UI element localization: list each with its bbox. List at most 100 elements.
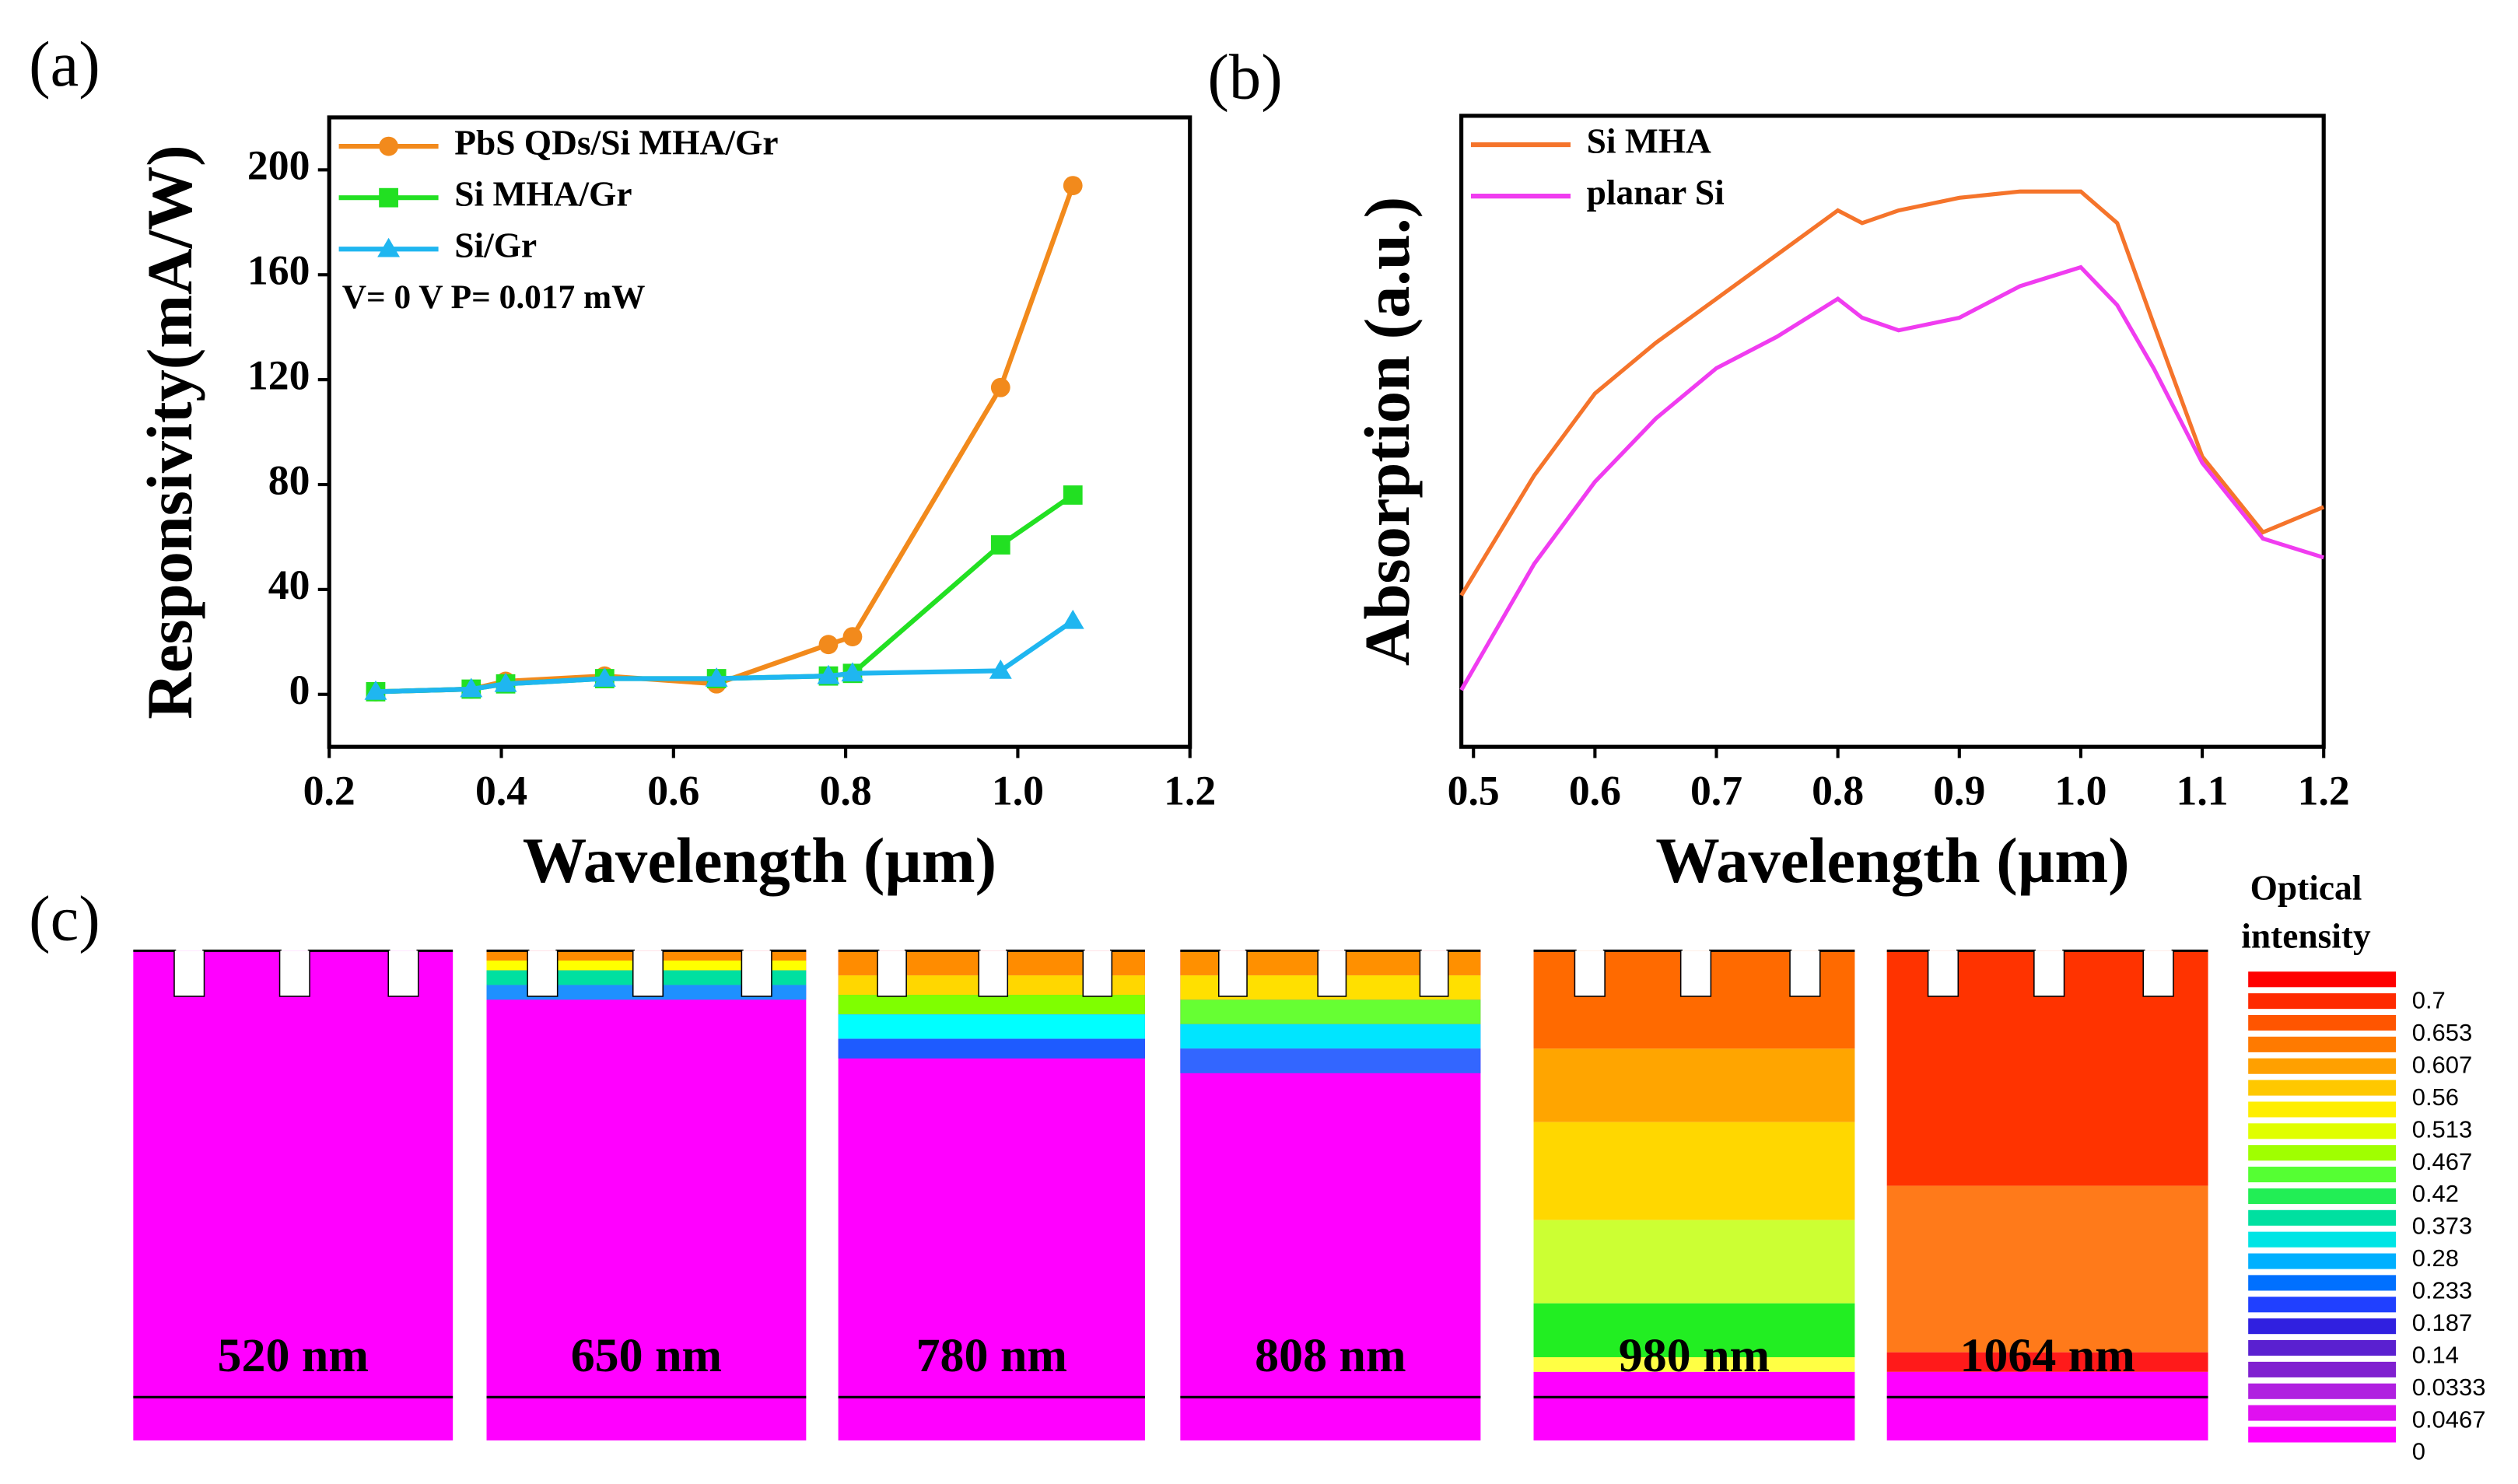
hole: [1928, 950, 1958, 996]
colorbar-label: 0.233: [2412, 1277, 2472, 1304]
y-tick-label: 200: [247, 142, 310, 189]
legend-marker: [379, 136, 398, 156]
hole: [280, 950, 310, 996]
y-tick-label: 160: [247, 247, 310, 294]
colorbar-label: 0.0333: [2412, 1374, 2486, 1401]
colorbar-swatch: [2248, 1014, 2397, 1031]
field-band: [1533, 1371, 1855, 1441]
legend-marker: [379, 136, 398, 156]
hole: [527, 950, 557, 996]
colorbar-swatch: [2248, 1383, 2397, 1399]
image-label: 808 nm: [1255, 1329, 1406, 1382]
image-label: 780 nm: [916, 1329, 1067, 1382]
hole: [1575, 950, 1605, 996]
marker: [818, 635, 839, 655]
panel-label: (a): [29, 28, 100, 100]
x-tick-label: 1.2: [1164, 767, 1216, 814]
colorbar-swatch: [2248, 1058, 2397, 1074]
y-axis-label: Responsivity(mA/W): [134, 145, 205, 719]
field-band: [838, 995, 1145, 1015]
image-label: 650 nm: [571, 1329, 722, 1382]
marker: [989, 659, 1012, 679]
x-tick-label: 0.8: [820, 767, 872, 814]
legend-label: Si MHA: [1587, 121, 1711, 160]
legend-marker: [379, 187, 398, 208]
marker: [817, 664, 840, 684]
colorbar-swatch: [2248, 971, 2397, 988]
image-label: 1064 nm: [1959, 1329, 2135, 1382]
x-tick-label: 0.6: [647, 767, 699, 814]
y-tick-label: 80: [268, 457, 310, 503]
field-band: [1886, 1371, 2208, 1441]
field-band: [1180, 999, 1481, 1024]
hole: [1084, 950, 1112, 996]
field-band: [838, 1014, 1145, 1039]
hole: [979, 950, 1007, 996]
hole: [633, 950, 663, 996]
marker: [990, 377, 1010, 397]
colorbar-swatch: [2248, 1101, 2397, 1118]
marker: [842, 627, 863, 646]
hole: [2143, 950, 2173, 996]
hole: [1790, 950, 1819, 996]
hole: [742, 950, 772, 996]
field-band: [1180, 1048, 1481, 1073]
x-tick-label: 1.0: [992, 767, 1044, 814]
plot-frame: [1459, 114, 2326, 749]
legend-marker: [379, 187, 398, 208]
field-band: [1533, 1303, 1855, 1357]
x-axis-label: Wavelength (µm): [1655, 824, 2129, 896]
colorbar-swatch: [2248, 1426, 2397, 1443]
colorbar-swatch: [2248, 1036, 2397, 1052]
series-line: [1459, 189, 2325, 597]
colorbar-label: 0.187: [2412, 1309, 2472, 1336]
hole: [877, 950, 906, 996]
hole: [1681, 950, 1711, 996]
x-tick-label: 1.2: [2298, 767, 2350, 814]
colorbar-swatch: [2248, 1231, 2397, 1248]
marker: [1063, 176, 1083, 195]
hole: [2034, 950, 2064, 996]
colorbar-swatch: [2248, 1339, 2397, 1356]
field-band: [133, 950, 454, 1441]
marker: [1061, 609, 1084, 629]
colorbar-swatch: [2248, 1318, 2397, 1335]
colorbar-label: 0.513: [2412, 1115, 2472, 1143]
marker: [705, 667, 728, 687]
marker: [593, 667, 616, 687]
plot-frame: [327, 115, 1192, 749]
colorbar-title: intensity: [2241, 916, 2371, 955]
field-band: [1533, 1220, 1855, 1304]
x-tick-label: 0.2: [303, 767, 355, 814]
colorbar-swatch: [2248, 1253, 2397, 1269]
colorbar-swatch: [2248, 993, 2397, 1010]
colorbar-label: 0.653: [2412, 1019, 2472, 1046]
colorbar-label: 0.467: [2412, 1148, 2472, 1175]
legend-label: Si/Gr: [454, 226, 537, 265]
colorbar-label: 0: [2412, 1438, 2425, 1465]
panel-label: (b): [1207, 41, 1282, 113]
colorbar-swatch: [2248, 1275, 2397, 1291]
x-axis-label: Wavelength (µm): [523, 824, 996, 896]
y-tick-label: 120: [247, 352, 310, 398]
colorbar-swatch: [2248, 1123, 2397, 1139]
colorbar-swatch: [2248, 1145, 2397, 1161]
colorbar-label: 0.14: [2412, 1341, 2459, 1368]
hole: [1420, 950, 1448, 996]
colorbar-swatch: [2248, 1361, 2397, 1377]
marker: [494, 672, 517, 692]
colorbar-title: Optical: [2250, 868, 2362, 907]
colorbar-swatch: [2248, 1297, 2397, 1313]
field-band: [1533, 1122, 1855, 1220]
y-tick-label: 40: [268, 562, 310, 608]
colorbar-swatch: [2248, 1405, 2397, 1421]
field-band: [486, 950, 807, 1441]
y-tick-label: 0: [289, 667, 310, 713]
field-band: [1886, 1185, 2208, 1353]
y-axis-label: Absorption (a.u.): [1351, 197, 1423, 666]
x-tick-label: 0.6: [1569, 767, 1621, 814]
legend-label: PbS QDs/Si MHA/Gr: [454, 124, 778, 163]
image-label: 520 nm: [218, 1329, 369, 1382]
colorbar-label: 0.42: [2412, 1180, 2459, 1207]
